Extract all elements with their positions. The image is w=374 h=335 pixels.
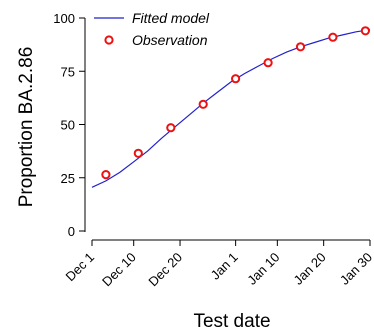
observation-point xyxy=(198,99,208,109)
y-tick-label: 75 xyxy=(61,64,75,79)
legend: Fitted model Observation xyxy=(94,10,210,48)
x-tick-label: Jan 30 xyxy=(337,250,374,288)
x-tick-label: Dec 20 xyxy=(145,250,185,290)
observation-point xyxy=(133,148,143,158)
y-tick-label: 50 xyxy=(61,118,75,133)
y-tick-label: 25 xyxy=(61,171,75,186)
legend-marker-swatch xyxy=(104,35,114,45)
series-line-fitted-model xyxy=(91,29,371,188)
observation-point xyxy=(166,123,176,133)
y-tick-label: 100 xyxy=(53,11,75,26)
observation-point xyxy=(295,42,306,52)
legend-label-observation: Observation xyxy=(132,32,208,48)
observation-point xyxy=(231,74,241,84)
legend-label-fitted-model: Fitted model xyxy=(132,10,210,26)
x-tick-label: Dec 1 xyxy=(62,250,97,285)
y-axis-title: Proportion BA.2.86 xyxy=(16,47,37,208)
observation-point xyxy=(101,170,111,180)
x-tick-label: Jan 10 xyxy=(244,250,282,288)
x-tick-label: Jan 1 xyxy=(208,250,241,283)
y-tick-label: 0 xyxy=(68,224,75,239)
observation-point xyxy=(360,26,370,36)
observation-point xyxy=(263,58,273,68)
x-tick-label: Jan 20 xyxy=(291,250,329,288)
x-axis-title: Test date xyxy=(193,311,270,332)
observation-point xyxy=(328,32,338,42)
plot-area xyxy=(91,26,371,188)
x-tick-label: Dec 10 xyxy=(99,250,139,290)
